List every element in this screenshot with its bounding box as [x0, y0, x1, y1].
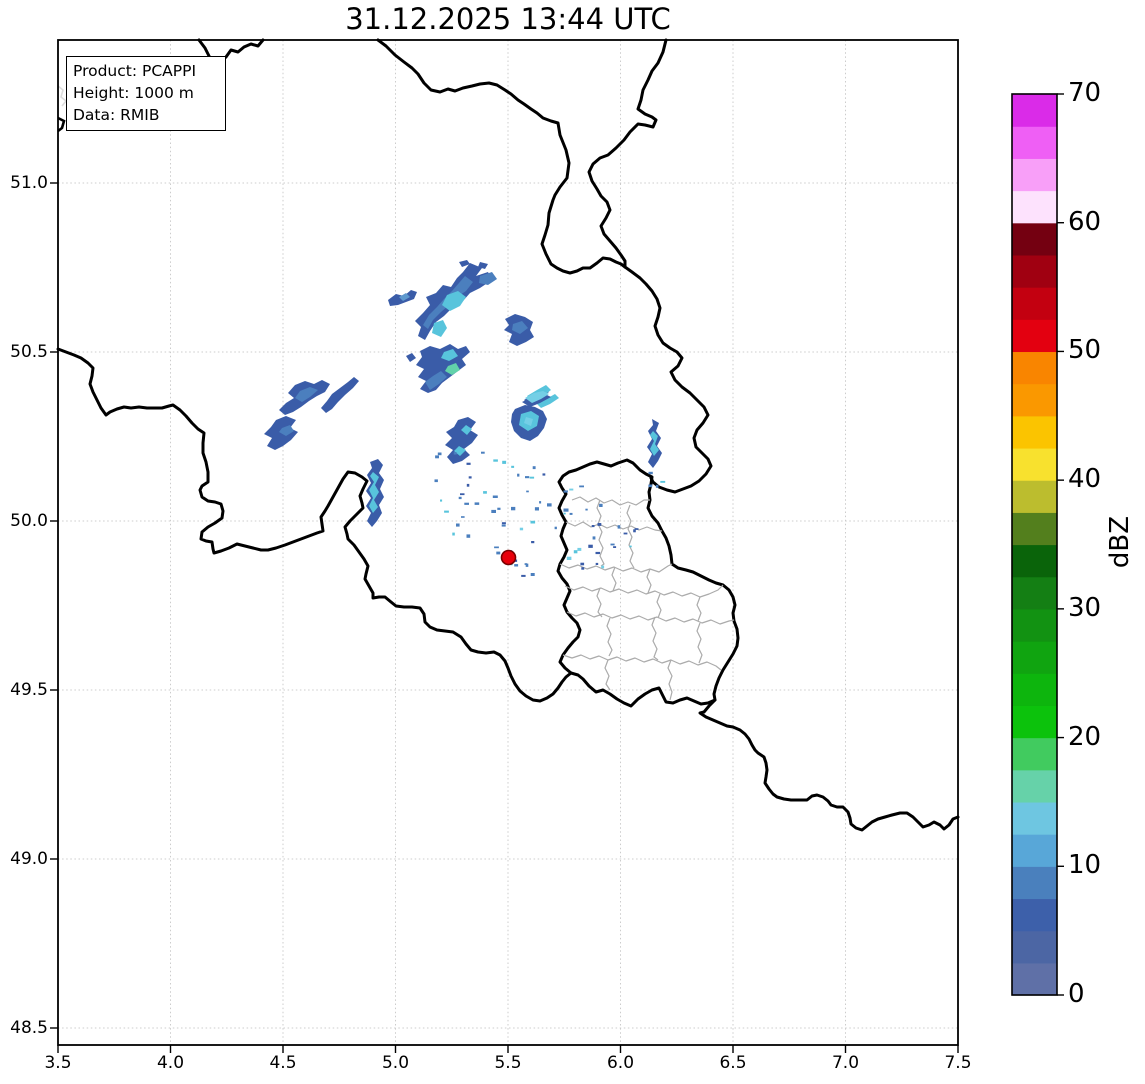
- y-tick-label: 49.0: [10, 849, 48, 869]
- x-tick-label: 3.5: [44, 1053, 72, 1073]
- x-tick-label: 5.5: [494, 1053, 522, 1073]
- y-tick-label: 51.0: [10, 173, 48, 193]
- colorbar-segments: [1012, 94, 1057, 996]
- colorbar-ticks: [1057, 93, 1064, 996]
- faint-border-fragments: [57, 85, 68, 133]
- canton-borders: [559, 496, 735, 701]
- y-axis-ticks: [50, 182, 58, 1029]
- product-info-box: Product: PCAPPI Height: 1000 m Data: RMI…: [66, 56, 226, 131]
- y-tick-label: 48.5: [10, 1018, 48, 1038]
- colorbar-tick-label: 50: [1068, 335, 1102, 366]
- colorbar-tick-label: 30: [1068, 592, 1102, 623]
- colorbar-tick-label: 10: [1068, 850, 1102, 881]
- x-tick-label: 6.5: [719, 1053, 747, 1073]
- y-tick-label: 50.5: [10, 342, 48, 362]
- precipitation-echoes: [264, 260, 666, 577]
- plot-title: 31.12.2025 13:44 UTC: [345, 2, 671, 36]
- x-tick-label: 4.5: [269, 1053, 297, 1073]
- x-tick-label: 5.0: [381, 1053, 410, 1073]
- y-tick-label: 49.5: [10, 680, 48, 700]
- x-tick-label: 7.5: [944, 1053, 972, 1073]
- x-tick-label: 4.0: [156, 1053, 185, 1073]
- gridlines: [58, 40, 958, 1045]
- info-product: Product: PCAPPI: [73, 62, 197, 80]
- colorbar-tick-label: 60: [1068, 206, 1102, 237]
- x-tick-label: 7.0: [831, 1053, 860, 1073]
- colorbar-tick-label: 0: [1068, 979, 1085, 1009]
- x-tick-label: 6.0: [606, 1053, 635, 1073]
- radar-location-marker: [500, 549, 517, 566]
- info-height: Height: 1000 m: [73, 84, 194, 102]
- colorbar-unit-label: dBZ: [1105, 515, 1136, 569]
- info-data-source: Data: RMIB: [73, 106, 160, 124]
- colorbar-frame: [1011, 93, 1058, 996]
- colorbar-tick-label: 40: [1068, 464, 1102, 495]
- colorbar-tick-label: 20: [1068, 721, 1102, 752]
- x-axis-ticks: [57, 1045, 959, 1053]
- y-tick-label: 50.0: [10, 511, 48, 531]
- colorbar-tick-label: 70: [1068, 78, 1102, 108]
